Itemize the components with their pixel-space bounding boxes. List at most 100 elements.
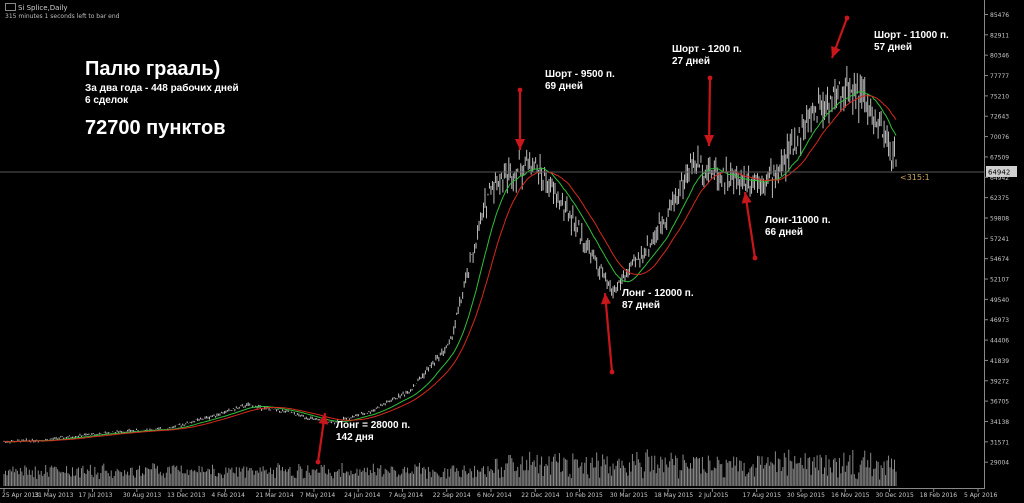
trade-note-line2: 142 дня [336,432,374,443]
price-tick-label: 62375 [990,195,1009,202]
headline: Палю грааль) [85,58,221,80]
price-tick-label: 59808 [990,215,1009,222]
trade-note-long-2: Лонг - 12000 п. 87 дней [622,288,694,312]
date-tick-label: 7 Aug 2014 [388,492,423,499]
date-tick-label: 31 May 2013 [34,492,73,499]
price-tick-label: 64942 [990,175,1009,182]
date-tick-label: 22 Dec 2014 [521,492,560,499]
trade-note-line1: Лонг = 28000 п. [336,420,411,431]
current-price-box [986,166,1017,177]
date-tick-label: 5 Apr 2016 [964,492,997,499]
date-tick-label: 30 Dec 2015 [875,492,914,499]
price-tick-label: 49540 [990,297,1009,304]
price-tick-label: 36705 [990,399,1009,406]
price-tick-label: 54674 [990,256,1009,263]
trade-arrow-tail [707,75,713,81]
price-tick-label: 77777 [990,73,1009,80]
trade-note-short-1: Шорт - 9500 п. 69 дней [545,69,615,93]
trade-arrows [315,15,850,465]
trade-arrow-tail [315,459,321,465]
date-tick-label: 21 Mar 2014 [256,492,294,499]
current-price-value: 64942 [988,169,1010,177]
trade-arrow-head [704,134,715,146]
trade-note-short-3: Шорт - 11000 п. 57 дней [874,30,949,54]
price-tick-label: 72643 [990,114,1009,121]
date-tick-label: 4 Feb 2014 [211,492,245,499]
price-tag-label: <315:1 [900,173,930,182]
trade-arrow-head [600,293,611,305]
symbol-title-text: Si Splice,Daily [18,4,68,12]
price-tick-label: 80346 [990,53,1009,60]
moving-averages [4,91,897,443]
trade-arrow-head [741,192,752,204]
trade-arrow-head [831,45,841,58]
price-tick-label: 41839 [990,358,1009,365]
subline-1: За два года - 448 рабочих дней [85,83,239,94]
trade-note-line2: 87 дней [622,300,660,311]
price-tick-label: 52107 [990,277,1009,284]
date-tick-label: 30 Mar 2015 [610,492,648,499]
price-tick-label: 67509 [990,154,1009,161]
price-tick-label: 85476 [990,12,1009,19]
price-tick-label: 70076 [990,134,1009,141]
price-tick-label: 31571 [990,439,1009,446]
price-tick-label: 82911 [990,32,1009,39]
price-tick-label: 75210 [990,93,1009,100]
trade-note-line1: Шорт - 11000 п. [874,30,949,41]
trade-arrow-tail [844,15,850,21]
trade-note-long-3: Лонг-11000 п. 66 дней [765,215,831,239]
trade-note-line1: Шорт - 1200 п. [672,44,742,55]
date-tick-label: 18 May 2015 [654,492,693,499]
price-tick-label: 34138 [990,419,1009,426]
date-tick-label: 10 Feb 2015 [566,492,604,499]
trade-note-line1: Лонг - 12000 п. [622,288,694,299]
fast-moving-average [4,91,897,443]
slow-moving-average [4,95,897,443]
date-tick-label: 13 Dec 2013 [167,492,206,499]
trade-note-line2: 27 дней [672,56,710,67]
trade-arrow-head [515,139,525,150]
date-tick-label: 7 May 2014 [300,492,335,499]
trade-arrow-shaft [603,292,614,373]
trade-note-line2: 69 дней [545,81,583,92]
trade-note-line2: 57 дней [874,42,912,53]
trade-arrow-tail [517,87,523,93]
total-points: 72700 пунктов [85,117,226,139]
date-tick-label: 6 Nov 2014 [477,492,512,499]
trade-arrow-tail [609,369,615,375]
trade-note-short-2: Шорт - 1200 п. 27 дней [672,44,742,68]
symbol-title: Si Splice,Daily [5,3,67,12]
date-tick-label: 2 Jul 2015 [698,492,728,499]
date-tick-label: 24 Jun 2014 [344,492,380,499]
chart-window-icon [5,3,16,11]
trade-arrow-head [318,413,329,425]
price-tick-label: 29004 [990,460,1009,467]
date-tick-label: 17 Aug 2015 [743,492,782,499]
trade-arrow-shaft [743,191,757,259]
trade-note-line2: 66 дней [765,227,803,238]
headline-block: Палю грааль) За два года - 448 рабочих д… [85,58,239,140]
date-tick-label: 17 Jul 2013 [79,492,113,499]
bar-timer: 315 minutes 1 seconds left to bar end [5,13,120,20]
price-tick-label: 44406 [990,338,1009,345]
price-tick-label: 46973 [990,317,1009,324]
trade-note-line1: Лонг-11000 п. [765,215,831,226]
date-tick-label: 30 Aug 2013 [123,492,162,499]
trade-note-long-1: Лонг = 28000 п. 142 дня [336,420,410,444]
subline-2: 6 сделок [85,95,129,106]
date-tick-label: 22 Sep 2014 [433,492,471,499]
price-bars [3,66,897,444]
price-tick-label: 39272 [990,378,1009,385]
date-tick-label: 30 Sep 2015 [787,492,825,499]
date-tick-label: 25 Apr 2013 [2,492,39,499]
date-tick-label: 18 Feb 2016 [920,492,958,499]
price-tick-label: 57241 [990,236,1009,243]
volume-histogram [3,449,897,486]
trade-note-line1: Шорт - 9500 п. [545,69,615,80]
trade-arrow-shaft [707,77,712,147]
trade-arrow-tail [752,255,758,261]
date-tick-label: 16 Nov 2015 [831,492,870,499]
